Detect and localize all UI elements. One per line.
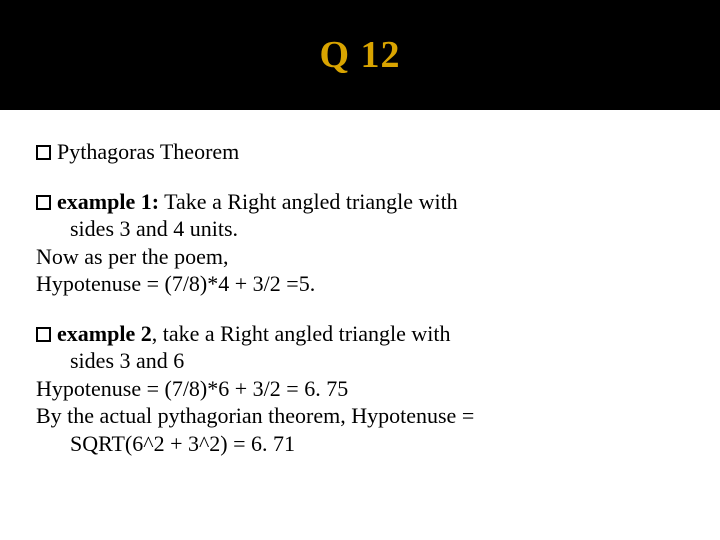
- paragraph-1: Pythagoras Theorem: [36, 138, 684, 166]
- p2-line2: sides 3 and 4 units.: [36, 215, 684, 243]
- content-area: Pythagoras Theorem example 1: Take a Rig…: [0, 110, 720, 457]
- paragraph-2: example 1: Take a Right angled triangle …: [36, 188, 684, 298]
- p3-line4: By the actual pythagorian theorem, Hypot…: [36, 402, 684, 430]
- p3-line5: SQRT(6^2 + 3^2) = 6. 71: [36, 430, 684, 458]
- p3-line2: sides 3 and 6: [36, 347, 684, 375]
- p1-line1: Pythagoras Theorem: [57, 139, 239, 164]
- header-band: Q 12: [0, 0, 720, 110]
- p3-line1: , take a Right angled triangle with: [152, 321, 451, 346]
- p2-line4: Hypotenuse = (7/8)*4 + 3/2 =5.: [36, 270, 684, 298]
- p2-line3: Now as per the poem,: [36, 243, 684, 271]
- p2-label: example 1:: [57, 189, 159, 214]
- checkbox-icon: [36, 145, 51, 160]
- slide-title: Q 12: [319, 33, 400, 77]
- p3-line3: Hypotenuse = (7/8)*6 + 3/2 = 6. 75: [36, 375, 684, 403]
- checkbox-icon: [36, 195, 51, 210]
- checkbox-icon: [36, 327, 51, 342]
- p2-line1: Take a Right angled triangle with: [159, 189, 458, 214]
- p3-label: example 2: [57, 321, 152, 346]
- paragraph-3: example 2, take a Right angled triangle …: [36, 320, 684, 458]
